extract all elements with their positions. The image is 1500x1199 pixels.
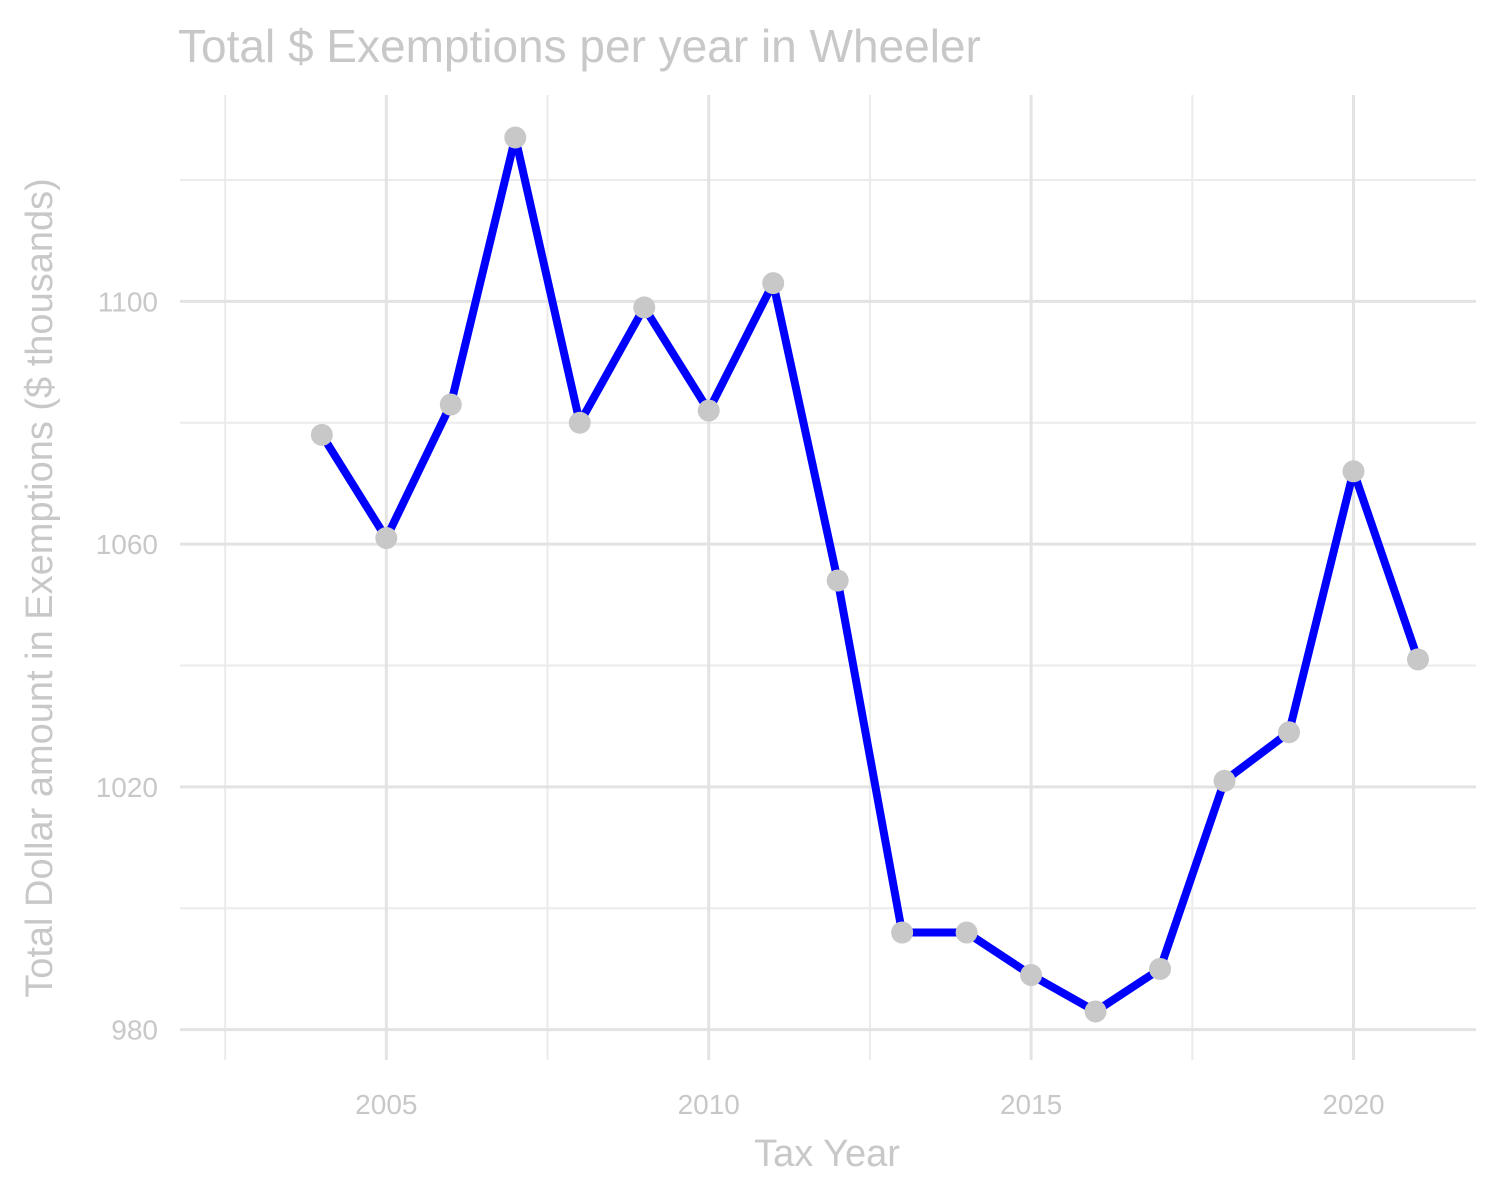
data-point: [1084, 1000, 1107, 1023]
x-tick-label: 2020: [1322, 1089, 1384, 1120]
x-tick-labels: 2005 2010 2015 2020: [355, 1089, 1384, 1120]
series-line: [317, 133, 1422, 1016]
data-point: [568, 411, 591, 434]
gridlines: [180, 95, 1476, 1060]
chart-title: Total $ Exemptions per year in Wheeler: [178, 20, 981, 72]
data-point: [1342, 460, 1365, 483]
data-point: [1020, 964, 1043, 987]
y-tick-label: 1020: [96, 772, 158, 803]
data-point: [633, 296, 656, 319]
x-tick-label: 2010: [678, 1089, 740, 1120]
data-point: [375, 527, 398, 550]
data-points: [310, 126, 1429, 1023]
data-point: [310, 423, 333, 446]
data-point: [955, 921, 978, 944]
x-tick-label: 2005: [355, 1089, 417, 1120]
data-point: [826, 569, 849, 592]
data-point: [1278, 721, 1301, 744]
data-point: [504, 126, 527, 149]
data-point: [697, 399, 720, 422]
x-tick-label: 2015: [1000, 1089, 1062, 1120]
y-tick-labels: 980 1020 1060 1100: [96, 286, 158, 1045]
series-line-group: [317, 133, 1422, 1016]
data-point: [439, 393, 462, 416]
data-point: [1213, 769, 1236, 792]
x-axis-label: Tax Year: [754, 1133, 900, 1175]
y-tick-label: 1060: [96, 529, 158, 560]
data-point: [891, 921, 914, 944]
data-point: [1406, 648, 1429, 671]
y-tick-label: 980: [111, 1015, 158, 1046]
data-point: [1149, 957, 1172, 980]
y-tick-label: 1100: [98, 286, 158, 317]
data-point: [762, 272, 785, 295]
y-axis-label: Total Dollar amount in Exemptions ($ tho…: [19, 178, 61, 998]
